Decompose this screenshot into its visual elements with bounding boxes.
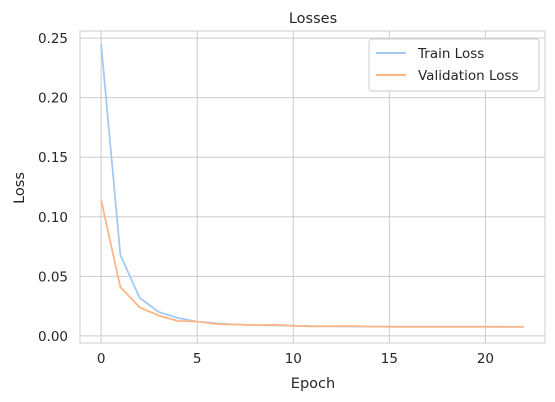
- x-tick-label: 20: [477, 351, 494, 367]
- y-tick-label: 0.20: [38, 91, 68, 107]
- y-tick-label: 0.15: [38, 150, 68, 166]
- y-tick-label: 0.25: [38, 31, 68, 47]
- x-tick-label: 15: [381, 351, 398, 367]
- legend-label-validation-loss: Validation Loss: [418, 68, 519, 84]
- legend: Train Loss Validation Loss: [368, 38, 540, 92]
- y-tick-label: 0.05: [38, 269, 68, 285]
- legend-label-train-loss: Train Loss: [417, 46, 484, 62]
- x-tick-label: 5: [193, 351, 202, 367]
- y-tick-label: 0.10: [38, 210, 68, 226]
- chart-title: Losses: [289, 11, 337, 27]
- legend-box: [368, 38, 540, 92]
- series-lines: [100, 44, 524, 328]
- x-axis-label: Epoch: [291, 376, 335, 392]
- y-tick-label: 0.00: [38, 329, 68, 345]
- x-tick-label: 0: [97, 351, 106, 367]
- validation-loss-line: [100, 199, 524, 328]
- y-axis-label: Loss: [12, 172, 28, 204]
- tick-labels: 0 5 10 15 20 0.00 0.05 0.10 0.15 0.20 0.25: [38, 31, 494, 367]
- x-tick-label: 10: [285, 351, 302, 367]
- plot-frame: [79, 30, 546, 344]
- grid-lines: [80, 31, 545, 343]
